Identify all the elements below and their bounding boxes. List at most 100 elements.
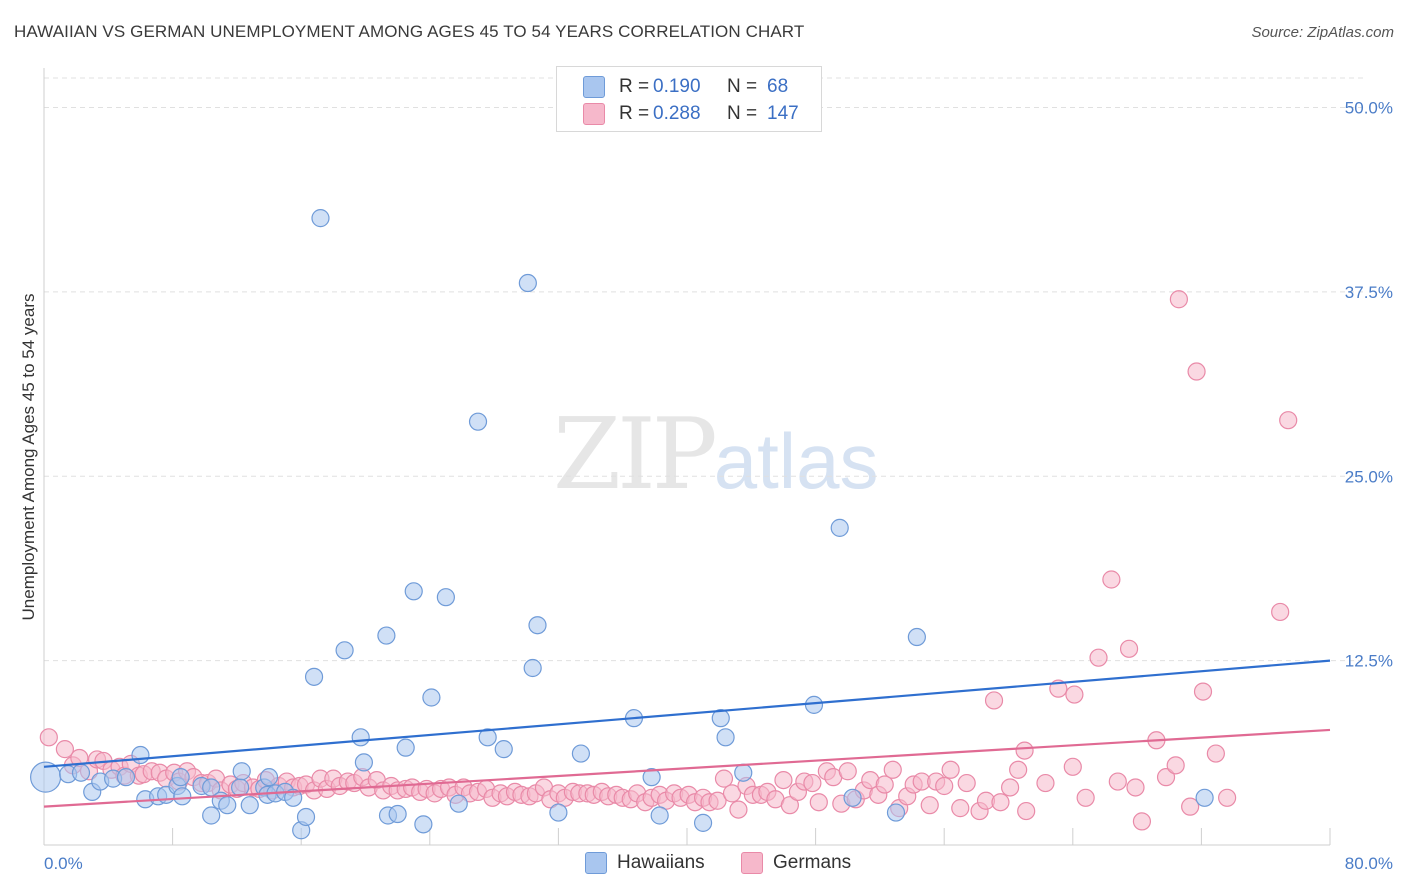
german-point [809,793,828,812]
hawaiian-point [449,794,468,813]
german-point [1166,756,1185,775]
hawaiians-legend-swatch [585,852,607,874]
german-point [984,691,1004,710]
hawaiian-point [231,778,250,797]
german-point [729,800,748,819]
hawaiian-point [311,209,330,228]
german-point [1036,773,1055,793]
germans-legend-label: Germans [773,852,852,873]
legend-r-label: R = [619,76,650,97]
hawaiian-point [351,728,370,747]
legend-item-hawaiians[interactable]: Hawaiians [585,852,705,874]
hawaiian-point [478,728,497,747]
german-point [780,796,799,815]
german-point [951,799,970,818]
y-axis-label: Unemployment Among Ages 45 to 54 years [19,293,38,621]
german-point [1218,788,1237,807]
german-point [1169,290,1188,309]
legend-row-germans: R = 0.288 N = 147 [583,102,799,126]
legend-r-value: 0.190 [653,76,701,97]
hawaiian-point [843,788,862,807]
hawaiian-point [388,804,407,824]
hawaiian-point [528,616,547,635]
hawaiian-point [259,768,279,787]
german-point [1076,788,1095,807]
hawaiian-point [171,768,190,787]
german-point [838,762,857,781]
hawaiian-point [377,626,396,645]
german-point [875,775,894,794]
german-point [1126,778,1145,797]
correlation-legend: R = 0.190 N = 68 R = 0.288 N = 147 [556,66,822,132]
hawaiian-point [518,273,537,293]
german-point [1187,362,1206,381]
hawaiian-point [422,688,441,707]
german-point [722,784,742,803]
watermark: ZIPatlas [553,398,879,512]
hawaiian-point [804,695,824,714]
german-point [1009,760,1028,779]
germans-legend-swatch [741,852,763,874]
y-tick-label: 50.0% [1345,99,1393,118]
german-point [1102,570,1121,589]
hawaiian-point [284,788,303,807]
axes [43,68,1331,846]
hawaiian-point [354,753,373,772]
trend-lines [43,659,1331,808]
german-point [1089,648,1108,667]
y-tick-label: 37.5% [1345,283,1393,302]
german-point [920,796,939,815]
hawaiian-point [396,738,415,757]
hawaiian-point [232,762,251,781]
hawaiian-point [716,728,735,747]
german-point [39,728,58,747]
hawaiian-point [693,813,713,832]
hawaiian-point [202,806,221,825]
hawaiian-point [296,807,316,827]
hawaiian-point [642,768,661,787]
german-point [1156,768,1176,787]
german-point [1017,801,1036,821]
german-point [1279,411,1298,430]
hawaiian-point [886,803,906,822]
german-point [1193,682,1213,701]
hawaiian-point [830,518,849,537]
hawaiian-point [907,627,926,647]
hawaiian-point [414,815,433,834]
hawaiians-swatch [583,76,605,98]
watermark-atlas: atlas [713,417,879,505]
hawaiian-point [523,658,542,678]
german-point [1181,797,1200,816]
hawaiian-point [468,412,488,431]
german-point [1271,602,1290,622]
german-point [55,740,74,759]
hawaiian-point [116,768,136,787]
german-point [1206,744,1225,763]
legend-r-value: 0.288 [653,103,701,124]
chart-title: HAWAIIAN VS GERMAN UNEMPLOYMENT AMONG AG… [14,22,805,41]
german-point [1108,772,1127,791]
germans-swatch [583,103,605,125]
hawaiian-point [549,803,568,822]
hawaiian-point [335,641,354,660]
hawaiian-point [240,796,259,815]
german-point [957,773,976,793]
germans-series [39,290,1298,831]
german-point [991,793,1010,812]
legend-n-value: 147 [767,103,799,124]
german-point [941,760,960,779]
x-tick-label-max: 80.0% [1345,854,1393,873]
german-point [714,769,734,788]
german-point [1001,778,1020,797]
hawaiian-point [734,763,753,782]
y-tick-label: 25.0% [1345,467,1393,486]
hawaiian-point [436,588,455,607]
hawaiians-series [30,209,1214,840]
german-point [883,760,902,779]
german-point [935,776,954,796]
hawaiian-point [173,787,192,806]
german-point [774,770,793,790]
hawaiians-trend-line [43,659,1331,768]
legend-item-germans[interactable]: Germans [741,852,851,874]
